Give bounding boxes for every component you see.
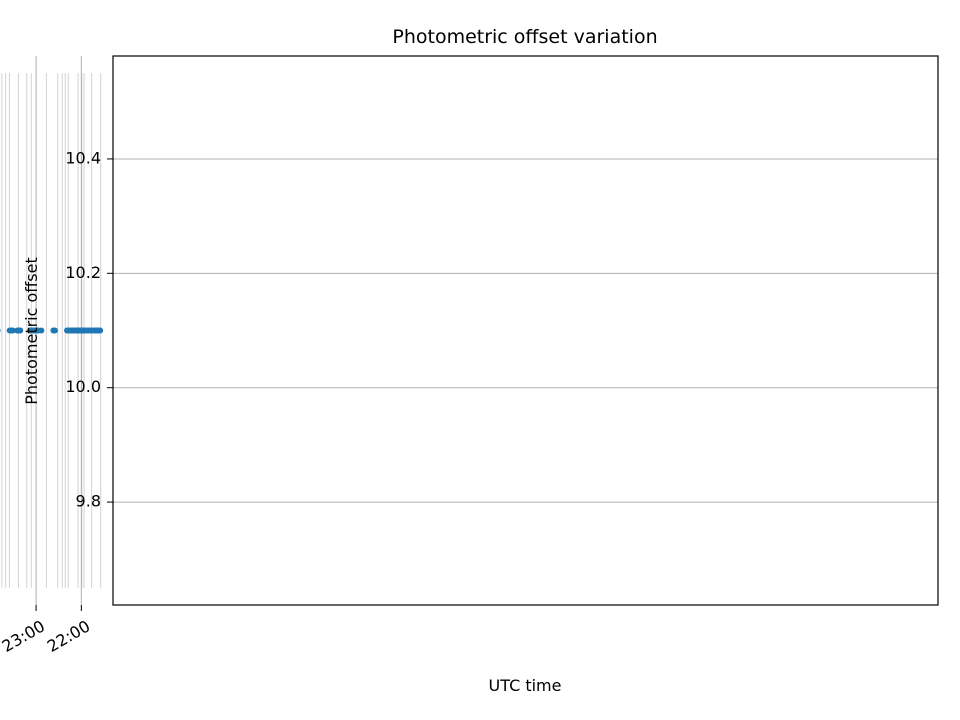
data-point-0-31 [63, 327, 70, 334]
points-layer [0, 327, 104, 334]
data-point-0-43 [27, 327, 34, 334]
band-14 [5, 73, 7, 588]
y-axis-label: Photometric offset [22, 257, 41, 405]
data-point-0-46 [14, 327, 21, 334]
band-9 [45, 73, 47, 588]
band-15 [1, 73, 3, 588]
y-tick-label-0: 9.8 [76, 492, 101, 511]
band-7 [61, 73, 63, 588]
data-point-0-49 [6, 327, 13, 334]
x-axis-label: UTC time [489, 676, 562, 695]
y-tick-label-2: 10.2 [65, 263, 101, 282]
plot-frame [112, 55, 939, 606]
y-tick-label-3: 10.4 [65, 148, 101, 167]
band-11 [26, 73, 28, 588]
y-tick-label-1: 10.0 [65, 377, 101, 396]
data-point-0-50 [0, 328, 1, 333]
grid-layer [35, 56, 938, 605]
chart-title: Photometric offset variation [392, 26, 657, 48]
data-point-0-33 [50, 327, 57, 334]
